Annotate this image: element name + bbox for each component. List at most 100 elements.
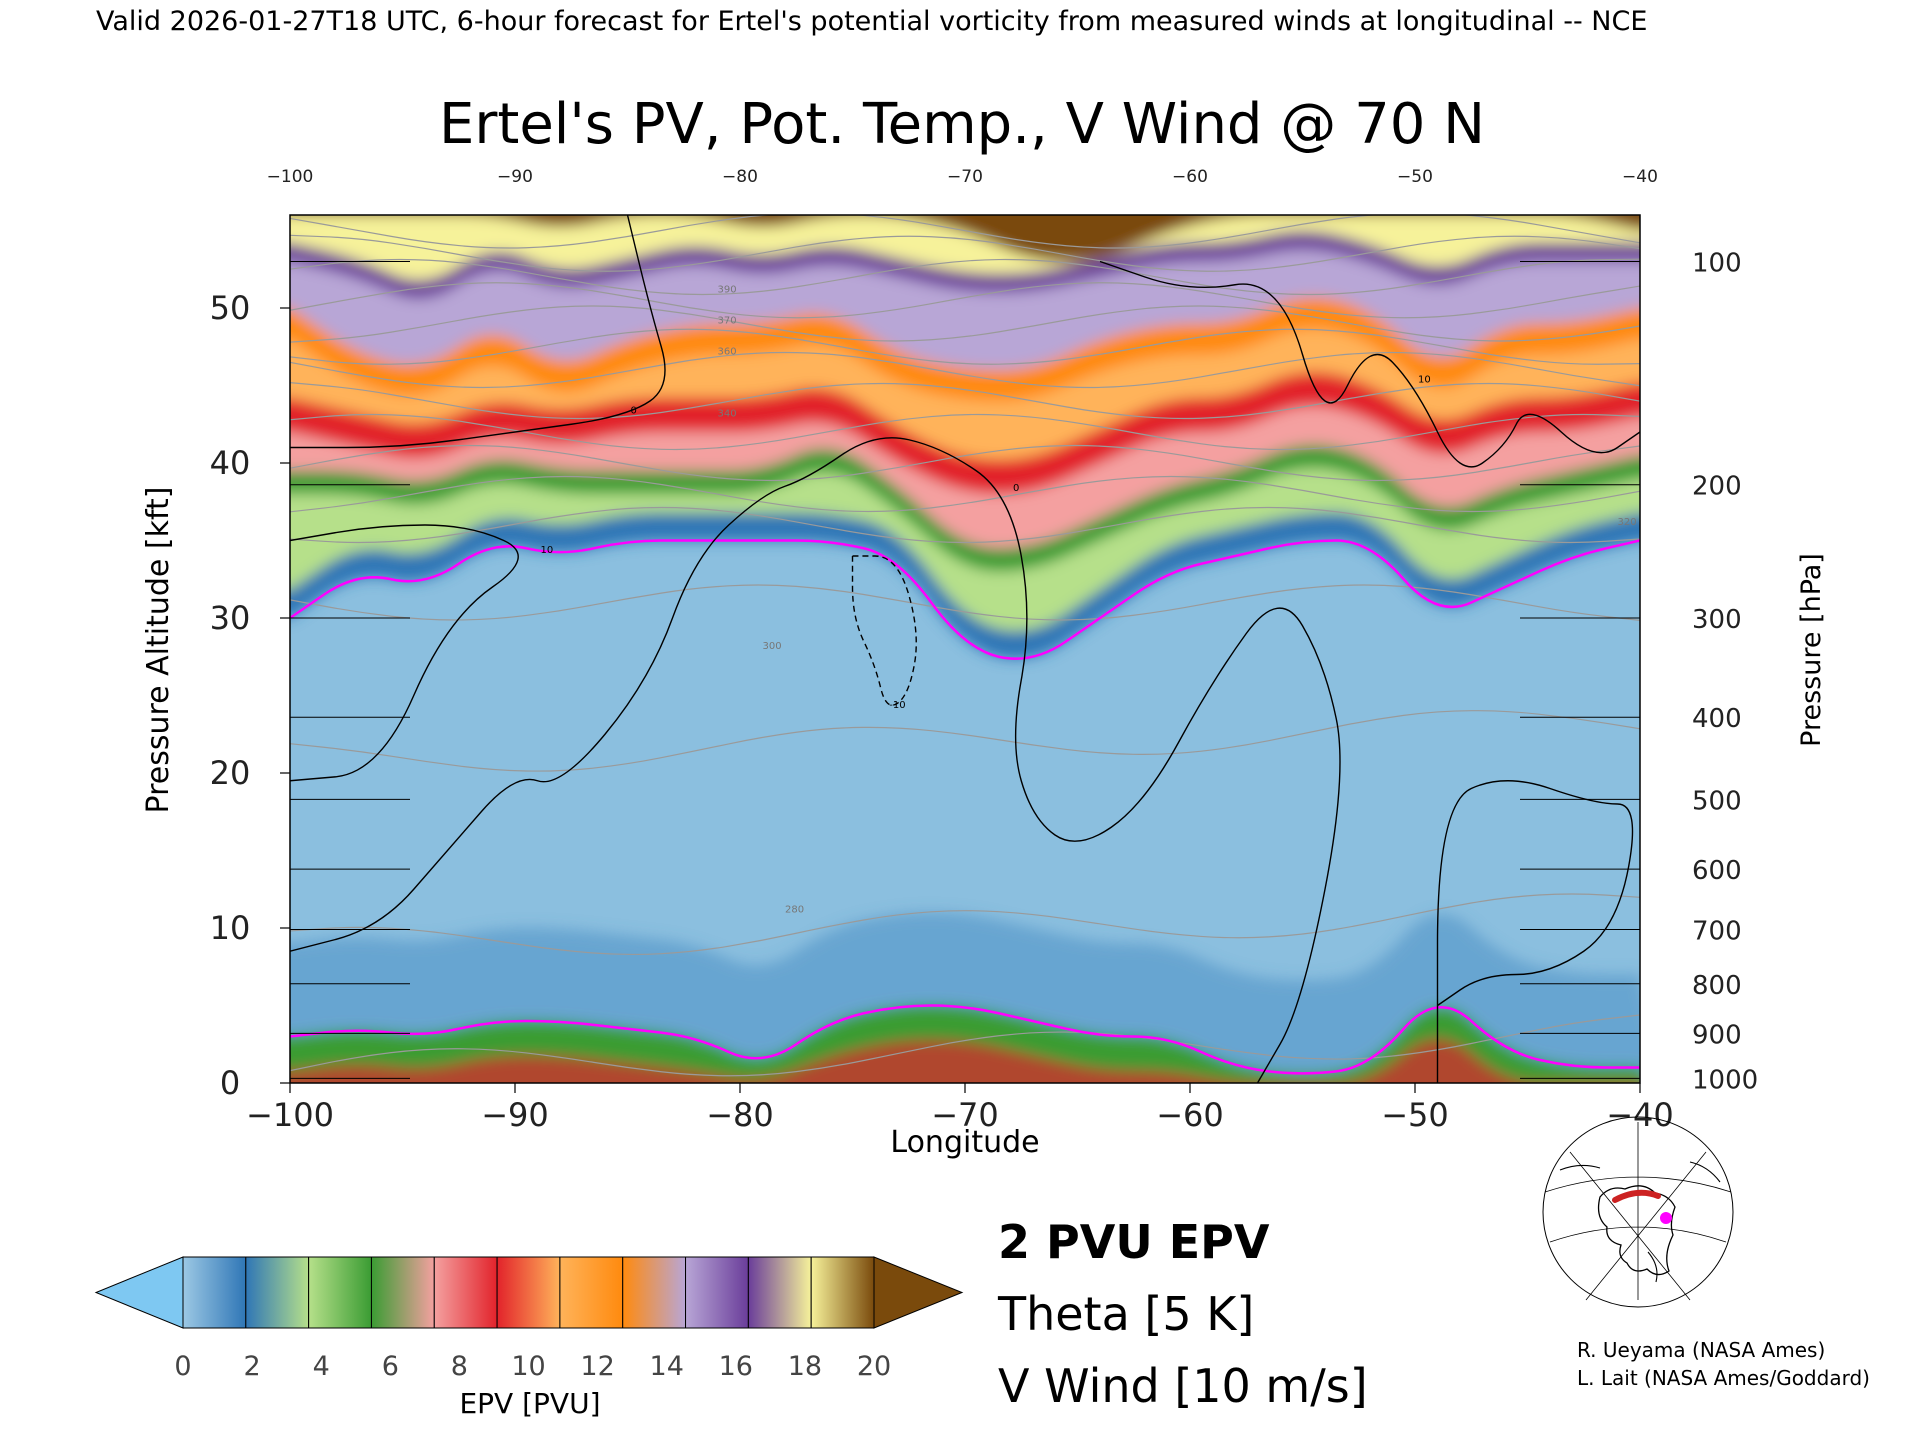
colorbar-tick-label: 20 bbox=[857, 1351, 891, 1382]
theta-contour bbox=[290, 893, 1640, 956]
x-tick-label-top: −60 bbox=[1172, 167, 1208, 187]
colorbar-bin bbox=[370, 1256, 435, 1329]
colorbar-tick-label: 2 bbox=[244, 1351, 261, 1382]
legend-vwind: V Wind [10 m/s] bbox=[998, 1359, 1368, 1413]
colorbar-tick-label: 8 bbox=[451, 1351, 468, 1382]
y-axis-left: 0 10 20 30 40 50 bbox=[210, 289, 290, 1102]
vwind-contour bbox=[851, 555, 917, 706]
theta-label: 390 bbox=[718, 285, 737, 296]
y-tick-label: 20 bbox=[210, 754, 251, 792]
vwind-label: 0 bbox=[1013, 483, 1019, 494]
legend-pv2: 2 PVU EPV bbox=[998, 1215, 1270, 1269]
pressure-tick-label: 300 bbox=[1692, 605, 1742, 635]
theta-contour bbox=[290, 382, 1640, 420]
x-axis-label: Longitude bbox=[890, 1125, 1039, 1160]
x-tick-label: −100 bbox=[246, 1096, 334, 1134]
epv-surface-high bbox=[290, 1038, 1640, 1083]
theta-contour bbox=[290, 584, 1640, 621]
x-tick-label: −90 bbox=[481, 1096, 549, 1134]
colorbar-bin bbox=[747, 1256, 812, 1329]
theta-contour bbox=[290, 282, 1640, 319]
x-tick-label-top: −90 bbox=[497, 167, 533, 187]
pv2-tropopause-line bbox=[290, 539, 1640, 660]
x-tick-label: −50 bbox=[1381, 1096, 1449, 1134]
colorbar-tick-label: 18 bbox=[788, 1351, 822, 1382]
x-tick-label: −70 bbox=[931, 1096, 999, 1134]
plot-area: 300 280 340 360 370 390 320 0 10 0 10 0 -10 bbox=[289, 214, 1649, 1084]
colorbar-under-arrow bbox=[94, 1256, 184, 1329]
colorbar-bin bbox=[622, 1256, 687, 1329]
theta-contour bbox=[290, 444, 1640, 482]
colorbar-label: EPV [PVU] bbox=[459, 1387, 600, 1420]
vwind-label: 10 bbox=[1418, 375, 1431, 386]
pressure-tick-label: 600 bbox=[1692, 856, 1742, 886]
colorbar-tick-label: 16 bbox=[719, 1351, 753, 1382]
x-tick-label-top: −70 bbox=[947, 167, 983, 187]
theta-label: 300 bbox=[763, 641, 782, 652]
theta-contour bbox=[290, 1014, 1640, 1077]
credit-line-2: L. Lait (NASA Ames/Goddard) bbox=[1577, 1366, 1870, 1390]
colorbar-tick-label: 10 bbox=[511, 1351, 545, 1382]
theta-contour bbox=[290, 215, 1640, 249]
theta-contour bbox=[290, 258, 1640, 296]
x-tick-label-top: −50 bbox=[1397, 167, 1433, 187]
theta-label: 370 bbox=[718, 316, 737, 327]
theta-contour bbox=[290, 710, 1640, 772]
theta-contour bbox=[290, 328, 1640, 365]
colorbar-over-arrow bbox=[873, 1256, 964, 1329]
credit-line-1: R. Ueyama (NASA Ames) bbox=[1577, 1338, 1825, 1362]
pressure-tick-label: 1000 bbox=[1692, 1065, 1758, 1095]
vwind-contours: 0 10 0 10 0 -10 bbox=[290, 215, 1649, 1083]
theta-contours: 300 280 340 360 370 390 320 bbox=[290, 215, 1640, 1077]
colorbar-tick-label: 12 bbox=[580, 1351, 614, 1382]
y-axis-right: 100 200 300 400 500 600 700 800 900 1000 bbox=[1692, 249, 1758, 1096]
x-tick-label: −80 bbox=[706, 1096, 774, 1134]
y-axis-right-label: Pressure [hPa] bbox=[1796, 553, 1827, 747]
colorbar-bin bbox=[245, 1256, 310, 1329]
x-tick-label-top: −100 bbox=[267, 167, 314, 187]
x-tick-label-top: −80 bbox=[722, 167, 758, 187]
epv-band-19 bbox=[290, 215, 1640, 281]
vwind-contour bbox=[1436, 780, 1634, 1083]
pressure-tick-label: 800 bbox=[1692, 971, 1742, 1001]
y-axis-label: Pressure Altitude [kft] bbox=[141, 487, 176, 814]
epv-colorbar: 0 2 4 6 8 10 12 14 16 18 20 bbox=[94, 1256, 964, 1382]
epv-band-20 bbox=[290, 215, 1640, 262]
x-tick-label-top: −40 bbox=[1622, 167, 1658, 187]
colorbar-bin bbox=[308, 1256, 372, 1329]
pressure-tick-label: 500 bbox=[1692, 786, 1742, 816]
vwind-label: 0 bbox=[631, 406, 637, 417]
theta-contour bbox=[290, 475, 1640, 513]
theta-label: 360 bbox=[718, 347, 737, 358]
x-tick-label: −40 bbox=[1606, 1096, 1674, 1134]
pressure-tick-label: 200 bbox=[1692, 472, 1742, 502]
y-tick-label: 10 bbox=[210, 909, 251, 947]
colorbar-bin bbox=[433, 1256, 498, 1329]
colorbar-bin bbox=[182, 1256, 247, 1329]
pv2-surface-line bbox=[290, 1004, 1640, 1075]
colorbar-tick-label: 6 bbox=[382, 1351, 399, 1382]
pressure-tick-label: 900 bbox=[1692, 1020, 1742, 1050]
x-axis-bottom: −100 −90 −80 −70 −60 −50 −40 bbox=[246, 1083, 1674, 1134]
vwind-label: 10 bbox=[541, 545, 554, 556]
theta-contour bbox=[290, 305, 1640, 343]
vwind-label: 0 bbox=[1643, 793, 1649, 804]
pv2-contours bbox=[290, 539, 1640, 1075]
vwind-label: -10 bbox=[889, 700, 905, 711]
theta-contour bbox=[290, 506, 1640, 544]
theta-contour bbox=[290, 413, 1640, 451]
pressure-tick-label: 400 bbox=[1692, 704, 1742, 734]
theta-label: 320 bbox=[1618, 517, 1637, 528]
vwind-contour bbox=[290, 524, 519, 782]
colorbar-tick-label: 0 bbox=[174, 1351, 191, 1382]
y-tick-label: 30 bbox=[210, 599, 251, 637]
theta-label: 280 bbox=[785, 905, 804, 916]
chart-title: Ertel's PV, Pot. Temp., V Wind @ 70 N bbox=[439, 92, 1485, 157]
pressure-marks bbox=[290, 261, 1640, 1079]
colorbar-tick-label: 14 bbox=[650, 1351, 684, 1382]
pressure-tick-label: 700 bbox=[1692, 917, 1742, 947]
theta-contour bbox=[290, 234, 1640, 272]
valid-time-header: Valid 2026-01-27T18 UTC, 6-hour forecast… bbox=[96, 6, 1647, 37]
location-inset-map bbox=[1540, 1116, 1736, 1308]
